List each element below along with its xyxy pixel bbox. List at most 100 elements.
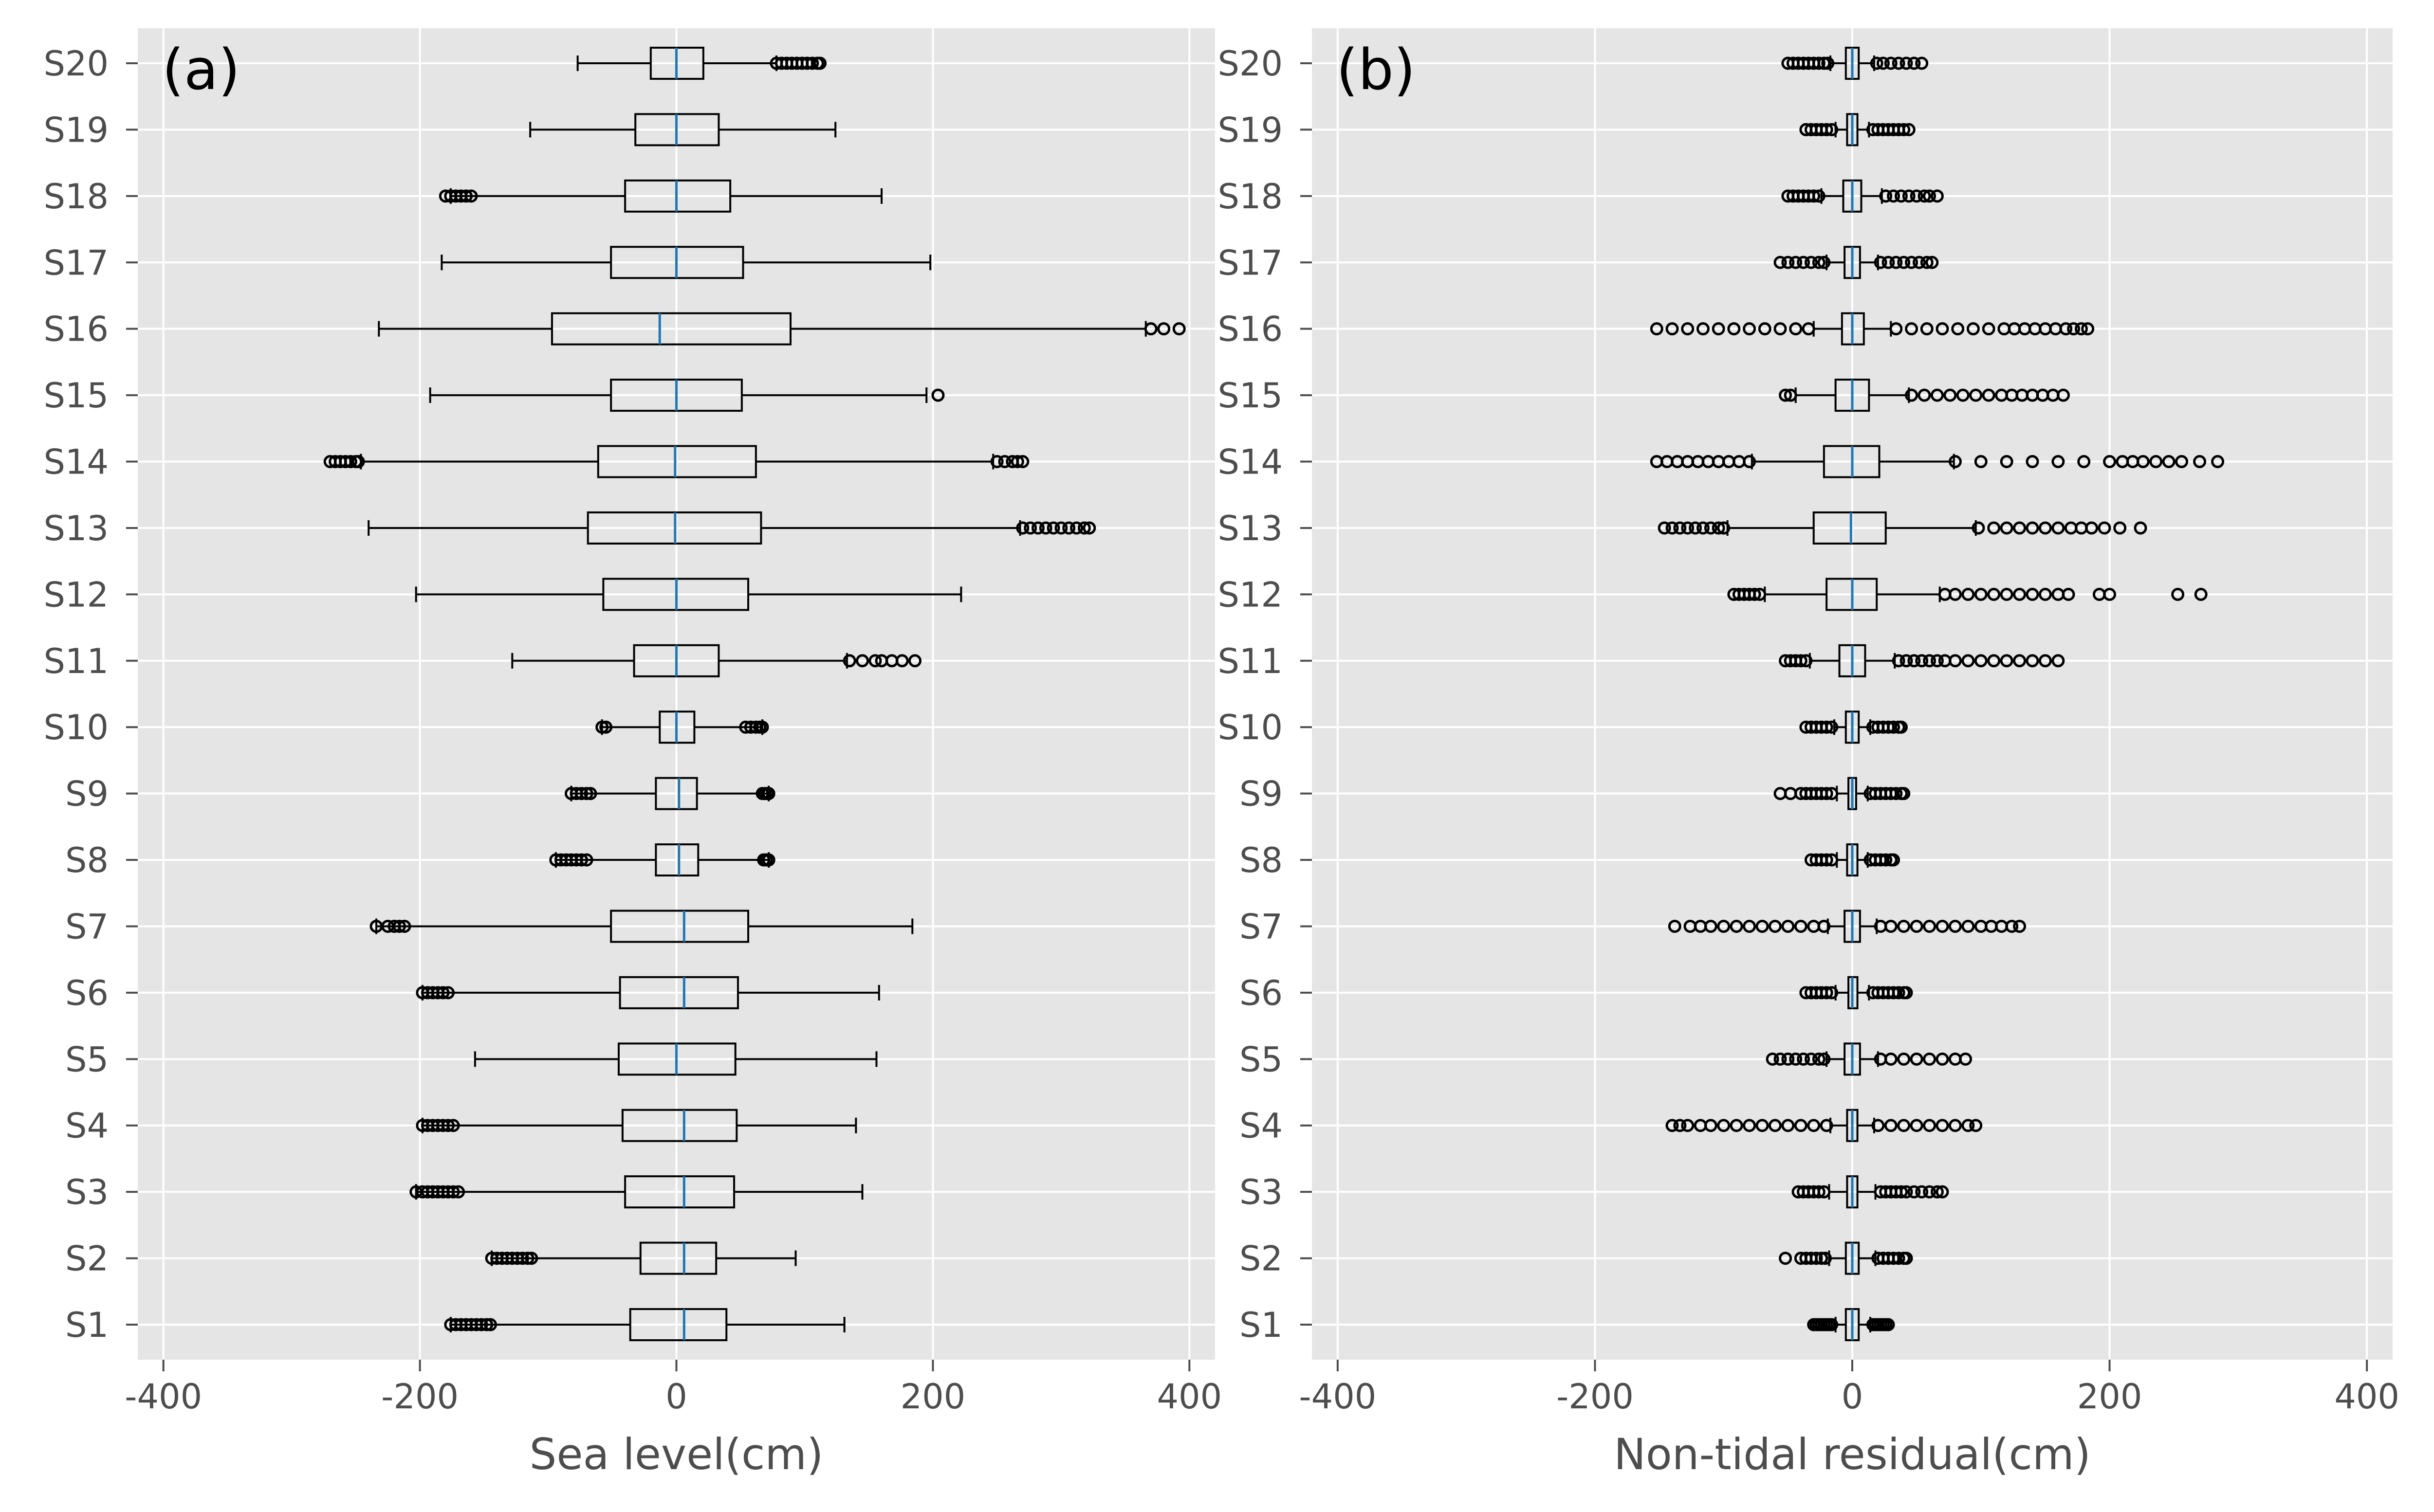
outlier-point [2026,587,2039,601]
outlier-point [1825,787,1839,801]
outlier-point [1892,1252,1905,1265]
panel-label: (a) [162,37,240,103]
outlier-point [1894,1185,1908,1199]
y-tick-label: S9 [65,774,109,814]
outlier-point [2000,521,2013,535]
outlier-point [1172,322,1186,336]
outlier-point [1665,322,1679,336]
y-tick-label: S8 [65,840,109,880]
outlier-point [1936,1185,1949,1199]
y-tick-label: S11 [43,641,109,681]
outlier-point [1897,255,1911,269]
outlier-point [2038,654,2052,668]
box-S13 [1658,511,2147,545]
outlier-point [1923,1185,1936,1199]
outlier-point [2113,521,2127,535]
y-tick-label: S20 [1217,44,1283,84]
outlier-point [1784,388,1797,402]
outlier-point [1704,1119,1717,1132]
outlier-point [1974,455,1988,469]
y-tick-label: S2 [65,1239,109,1279]
outlier-point [1789,255,1803,269]
outlier-point [1817,919,1831,933]
x-tick-label: 200 [2077,1377,2142,1417]
outlier-point [1910,1052,1923,1066]
x-tick-label: -200 [381,1377,459,1417]
outlier-point [2038,587,2052,601]
outlier-point [843,654,856,668]
outlier-point [1894,189,1908,203]
panel-b: S1 S2 S3 S4 S5 S6 S7 S8 S9 S10 S11 S12 S13 S14 S15 S16 S… [1217,28,2399,1479]
box-S18 [439,179,883,213]
box-S9 [564,777,775,810]
outlier-point [1936,919,1949,933]
outlier-point [2051,654,2065,668]
outlier-point [1961,919,1975,933]
outlier-point [1910,919,1923,933]
outlier-point [1897,123,1911,136]
y-tick-label: S19 [1217,110,1283,150]
outlier-point [1031,521,1045,535]
outlier-point [1956,388,1970,402]
y-tick-label: S13 [1217,509,1283,548]
y-tick-label: S17 [1217,243,1283,283]
outlier-point [344,455,357,469]
outlier-point [1820,787,1833,801]
outlier-point [2000,654,2013,668]
outlier-point [480,1318,494,1331]
box-S17 [1773,246,1939,279]
box-S13 [368,511,1096,545]
outlier-point [1966,322,1980,336]
box-S1 [444,1308,846,1341]
box-S5 [474,1042,878,1076]
outlier-point [575,853,589,867]
y-tick-label: S10 [1217,708,1283,747]
box-S10 [595,710,769,744]
outlier-point [1689,521,1702,535]
outlier-point [1961,1119,1975,1132]
outlier-point [1881,1318,1895,1331]
outlier-point [998,455,1012,469]
y-tick-label: S13 [43,509,109,548]
outlier-point [1982,388,1995,402]
outlier-point [595,720,609,734]
box-S4 [1665,1109,1983,1142]
outlier-point [452,1185,465,1199]
outlier-point [1987,587,2001,601]
x-tick-label: -400 [125,1377,202,1417]
outlier-point [2085,521,2099,535]
box-S20 [1781,47,1929,80]
outlier-point [1024,521,1037,535]
outlier-point [1794,654,1807,668]
box-S15 [1779,379,2070,412]
outlier-point [1665,521,1679,535]
box-S6 [416,976,880,1009]
outlier-point [1820,1119,1833,1132]
outlier-point [392,919,406,933]
outlier-point [1972,521,1985,535]
outlier-point [1915,654,1929,668]
box-S2 [1779,1241,1913,1275]
x-tick-label: -400 [1299,1377,1376,1417]
outlier-point [1812,1185,1826,1199]
outlier-point [1755,919,1769,933]
outlier-point [1802,322,1815,336]
outlier-point [446,1185,460,1199]
outlier-point [1812,56,1826,70]
box-S8 [1804,843,1900,877]
outlier-point [584,787,597,801]
y-tick-label: S1 [1239,1305,1283,1345]
box-iqr [1812,511,1887,545]
outlier-point [1905,255,1918,269]
outlier-point [1069,521,1083,535]
outlier-point [1011,455,1024,469]
outlier-point [1658,521,1671,535]
outlier-point [1727,322,1741,336]
outlier-point [1681,521,1695,535]
box-S10 [1799,710,1908,744]
outlier-point [1902,123,1916,136]
outlier-point [1825,1318,1839,1331]
outlier-point [1812,255,1826,269]
outlier-point [1743,919,1756,933]
box-iqr [621,1109,738,1142]
